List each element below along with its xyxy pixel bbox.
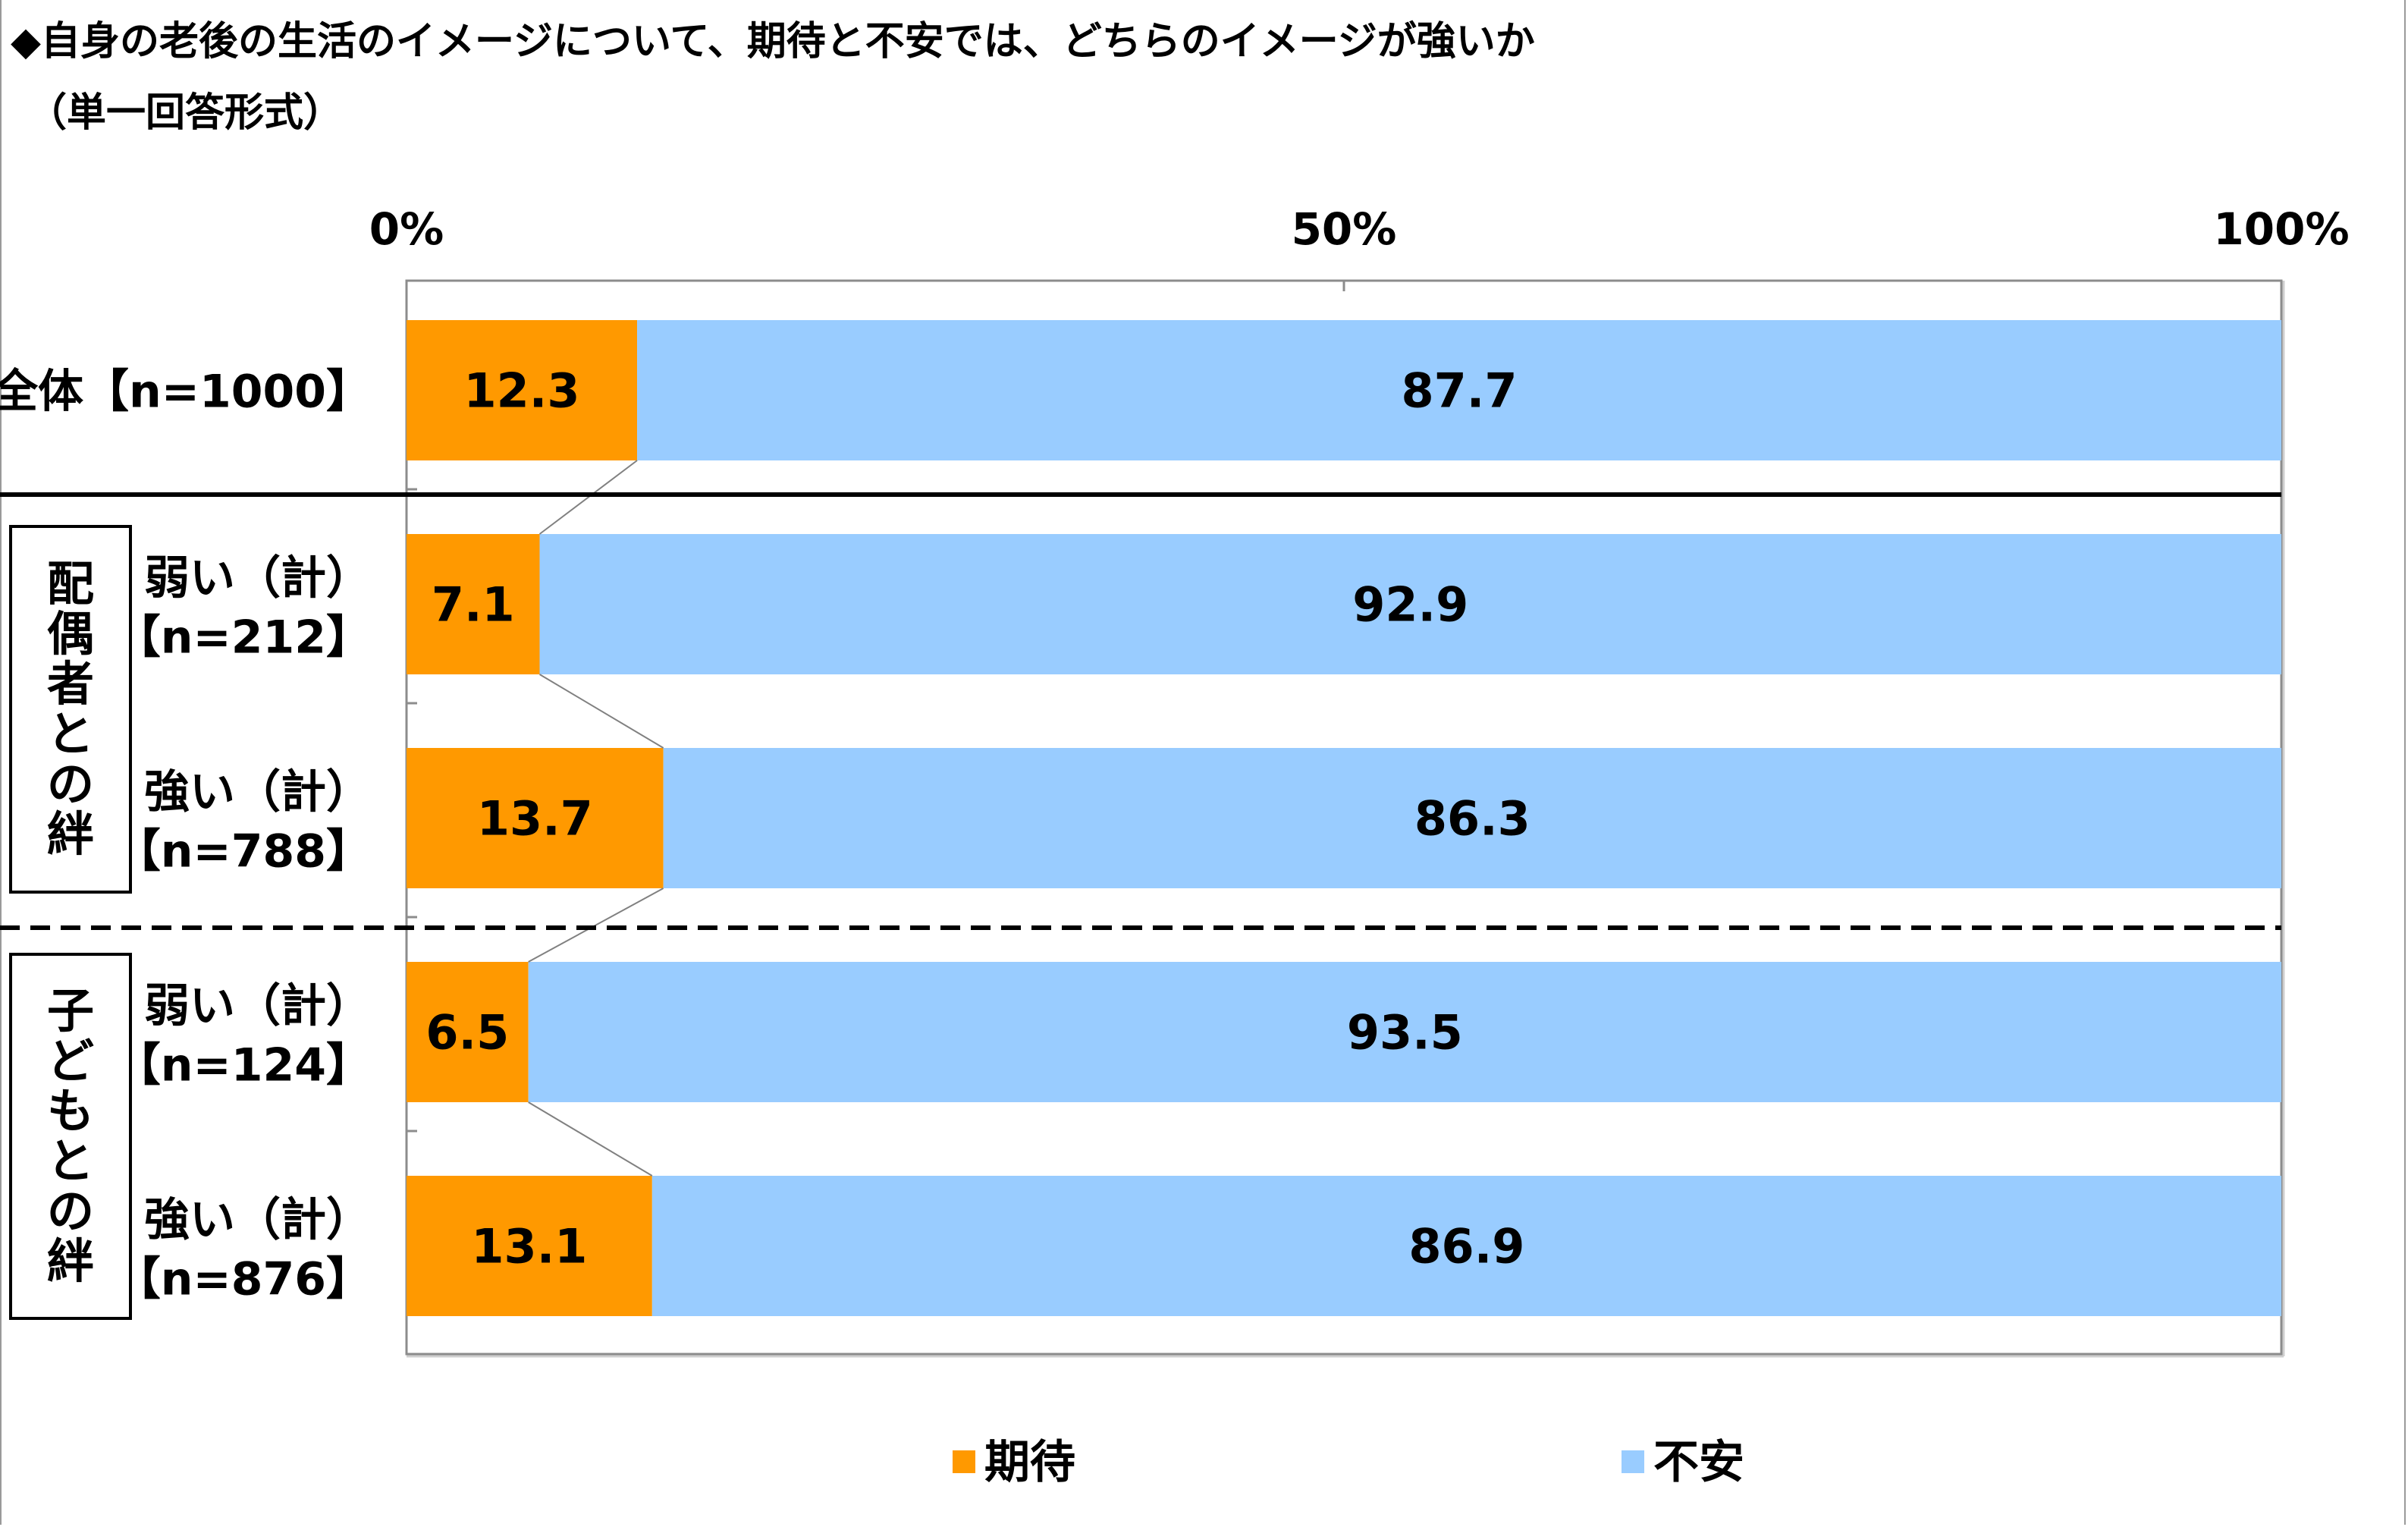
row-label: 弱い（計） [144,552,372,605]
group-label-char: 子 [47,983,94,1038]
group-label-char: の [47,1183,94,1239]
bar-fuan [528,962,2282,1102]
group-label-char: も [47,1083,94,1139]
bar-fuan [663,748,2281,888]
row-label: 全体【n=1000】 [0,366,372,419]
group-label-char: 者 [47,656,94,712]
value-label-fuan: 87.7 [1402,363,1518,419]
value-label-kitai: 13.1 [471,1219,587,1274]
group-label-char: 絆 [47,1233,94,1289]
bar-kitai [407,962,529,1102]
value-label-kitai: 13.7 [477,791,593,847]
series-connector-line [538,460,638,535]
bar-fuan [651,1176,2281,1316]
series-connector-line [539,674,664,749]
value-label-kitai: 7.1 [432,577,515,633]
bar-kitai [407,748,664,888]
group-label-char: ど [47,1033,94,1089]
row-sample-size: 【n=124】 [115,1039,372,1092]
group-label-box [9,953,132,1320]
series-connector-line [528,888,664,963]
group-label-char: と [47,706,94,762]
value-label-fuan: 86.9 [1408,1219,1524,1274]
value-label-kitai: 12.3 [464,363,580,419]
bar-kitai [407,534,540,674]
chart-title: ◆自身の老後の生活のイメージについて、期待と不安では、どちらのイメージが強いか [11,19,1535,64]
x-tick-label: 0% [369,203,444,255]
group-label-char: と [47,1133,94,1189]
chart-subtitle: （単一回答形式） [27,90,343,136]
x-tick-label: 100% [2213,203,2349,255]
group-label-char: 配 [47,556,94,611]
x-tick-label: 50% [1292,203,1397,255]
value-label-kitai: 6.5 [425,1005,509,1060]
group-label-char: 絆 [47,806,94,862]
bar-fuan [539,534,2282,674]
legend-label: 期待 [984,1436,1075,1489]
group-label-char: の [47,756,94,812]
row-label: 弱い（計） [144,980,372,1033]
row-label: 強い（計） [144,766,372,819]
series-connector-line [528,1101,653,1177]
bar-kitai [407,320,638,460]
legend-swatch [953,1450,975,1473]
value-label-fuan: 86.3 [1414,791,1531,847]
group-label-char: 偶 [47,606,94,661]
group-label-box [9,525,132,894]
legend-label: 不安 [1653,1436,1744,1489]
bar-kitai [407,1176,652,1316]
bar-fuan [637,320,2281,460]
row-label: 強い（計） [144,1194,372,1247]
row-sample-size: 【n=212】 [115,611,372,665]
value-label-fuan: 93.5 [1347,1005,1463,1060]
row-sample-size: 【n=876】 [115,1253,372,1306]
value-label-fuan: 92.9 [1352,577,1468,633]
row-sample-size: 【n=788】 [115,825,372,878]
legend-swatch [1622,1450,1644,1473]
